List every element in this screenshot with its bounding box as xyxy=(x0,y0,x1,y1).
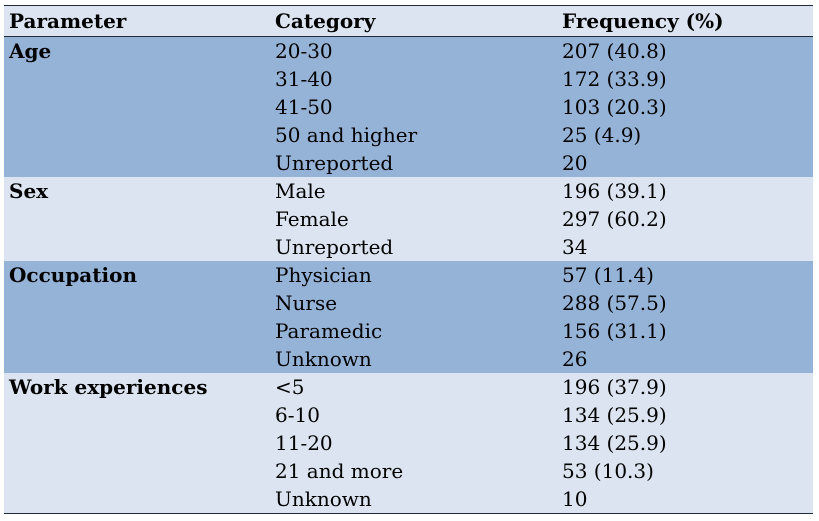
frequency-cell: 172 (33.9) xyxy=(562,67,667,91)
category-cell: 21 and more xyxy=(275,459,404,483)
category-cell: 31-40 xyxy=(275,67,333,91)
frequency-cell: 10 xyxy=(562,487,588,511)
category-cell: Unknown xyxy=(275,487,372,511)
table-row: Female 297 (60.2) xyxy=(4,205,813,233)
parameter-label: Age xyxy=(9,39,52,63)
group-age: Age 20-30 207 (40.8) 31-40 172 (33.9) 41… xyxy=(4,37,813,177)
table-row: 50 and higher 25 (4.9) xyxy=(4,121,813,149)
group-occupation: Occupation Physician 57 (11.4) Nurse 288… xyxy=(4,261,813,373)
frequency-cell: 196 (39.1) xyxy=(562,179,667,203)
table-row: Occupation Physician 57 (11.4) xyxy=(4,261,813,289)
table-row: 11-20 134 (25.9) xyxy=(4,429,813,457)
table-header-row: Parameter Category Frequency (%) xyxy=(4,6,813,37)
frequency-cell: 20 xyxy=(562,151,588,175)
table-row: Unknown 10 xyxy=(4,485,813,513)
parameter-label: Occupation xyxy=(9,263,137,287)
category-cell: Unreported xyxy=(275,151,394,175)
header-frequency: Frequency (%) xyxy=(562,9,724,33)
table-row: Paramedic 156 (31.1) xyxy=(4,317,813,345)
table-row: 31-40 172 (33.9) xyxy=(4,65,813,93)
category-cell: 6-10 xyxy=(275,403,320,427)
table-row: Unreported 20 xyxy=(4,149,813,177)
frequency-cell: 34 xyxy=(562,235,588,259)
category-cell: Unreported xyxy=(275,235,394,259)
category-cell: 41-50 xyxy=(275,95,333,119)
frequency-cell: 53 (10.3) xyxy=(562,459,654,483)
table-row: Nurse 288 (57.5) xyxy=(4,289,813,317)
category-cell: <5 xyxy=(275,375,305,399)
frequency-cell: 288 (57.5) xyxy=(562,291,667,315)
group-sex: Sex Male 196 (39.1) Female 297 (60.2) Un… xyxy=(4,177,813,261)
frequency-cell: 134 (25.9) xyxy=(562,431,667,455)
table-row: Age 20-30 207 (40.8) xyxy=(4,37,813,65)
table-row: 21 and more 53 (10.3) xyxy=(4,457,813,485)
table-row: 41-50 103 (20.3) xyxy=(4,93,813,121)
frequency-cell: 134 (25.9) xyxy=(562,403,667,427)
frequency-cell: 57 (11.4) xyxy=(562,263,654,287)
frequency-cell: 207 (40.8) xyxy=(562,39,667,63)
category-cell: 11-20 xyxy=(275,431,333,455)
parameter-label: Work experiences xyxy=(9,375,208,399)
category-cell: 50 and higher xyxy=(275,123,418,147)
table-row: Work experiences <5 196 (37.9) xyxy=(4,373,813,401)
category-cell: Unknown xyxy=(275,347,372,371)
category-cell: Nurse xyxy=(275,291,338,315)
group-work-experiences: Work experiences <5 196 (37.9) 6-10 134 … xyxy=(4,373,813,513)
parameter-label: Sex xyxy=(9,179,49,203)
table-row: 6-10 134 (25.9) xyxy=(4,401,813,429)
frequency-cell: 26 xyxy=(562,347,588,371)
category-cell: Physician xyxy=(275,263,372,287)
frequency-cell: 25 (4.9) xyxy=(562,123,642,147)
table-row: Unknown 26 xyxy=(4,345,813,373)
header-category: Category xyxy=(275,9,376,33)
frequency-cell: 196 (37.9) xyxy=(562,375,667,399)
header-parameter: Parameter xyxy=(9,9,127,33)
frequency-cell: 103 (20.3) xyxy=(562,95,667,119)
table-row: Unreported 34 xyxy=(4,233,813,261)
table-row: Sex Male 196 (39.1) xyxy=(4,177,813,205)
frequency-cell: 156 (31.1) xyxy=(562,319,667,343)
demographics-table: Parameter Category Frequency (%) Age 20-… xyxy=(4,5,813,514)
frequency-cell: 297 (60.2) xyxy=(562,207,667,231)
category-cell: Paramedic xyxy=(275,319,383,343)
category-cell: 20-30 xyxy=(275,39,333,63)
category-cell: Female xyxy=(275,207,349,231)
category-cell: Male xyxy=(275,179,326,203)
